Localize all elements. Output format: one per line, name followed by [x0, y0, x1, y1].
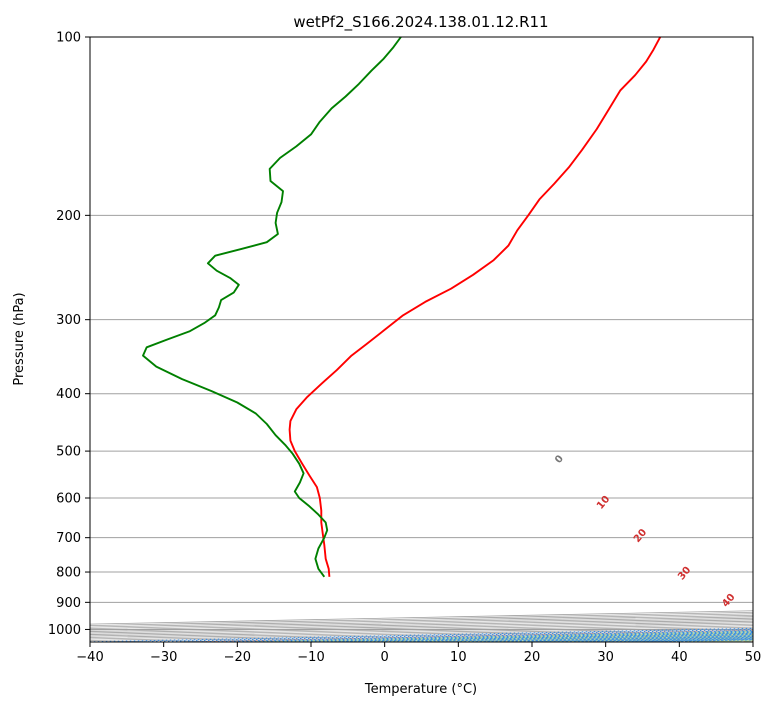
y-tick-label: 300 [56, 313, 81, 328]
y-tick-label: 700 [56, 531, 81, 546]
x-axis-ticks: −40 −30 −20 −10 0 10 20 30 40 50 [76, 642, 761, 665]
moist-adiabat-line [325, 632, 753, 642]
plot-area: 0.10.20.40.611.52346810131620253036−100−… [90, 37, 753, 642]
isotherm-line [90, 613, 753, 628]
y-tick-label: 200 [56, 209, 81, 224]
dry-adiabat-line [338, 632, 753, 642]
isotherm-line [90, 620, 753, 635]
y-tick-label: 900 [56, 596, 81, 611]
y-tick-label: 600 [56, 492, 81, 507]
x-tick-label: −30 [150, 650, 177, 665]
isotherm-line [90, 616, 753, 631]
dry-adiabat-line [562, 637, 753, 642]
isotherm-line [752, 641, 753, 642]
mixing-ratio-line [262, 631, 753, 642]
mixing-ratio-line [365, 633, 753, 642]
isotherm-line [531, 637, 753, 642]
pressure-gridlines [90, 37, 753, 630]
dry-adiabat-line [487, 635, 753, 642]
moist-adiabat-line [414, 634, 753, 642]
moist-adiabat-line [590, 638, 753, 642]
isotherm-line [90, 610, 753, 625]
moist-adiabat-line [531, 636, 753, 642]
isotherm-line [90, 628, 753, 642]
isotherm-line [679, 640, 753, 642]
isotherm-line [90, 623, 753, 638]
mixing-ratio-line [326, 632, 753, 642]
moist-adiabat-line [384, 633, 753, 642]
moist-adiabat-line [473, 635, 753, 642]
isotherm-line [90, 625, 753, 640]
y-tick-label: 1000 [48, 623, 81, 638]
y-axis-ticks: 100 200 300 400 500 600 700 800 900 1000 [48, 31, 90, 638]
isotherm-line [90, 611, 753, 627]
mixing-ratio-line [218, 630, 753, 642]
isotherm-line [90, 626, 753, 641]
x-tick-label: 10 [450, 650, 467, 665]
x-tick-label: 30 [597, 650, 614, 665]
x-axis-label: Temperature (°C) [364, 682, 477, 697]
moist-adiabat-line [443, 635, 753, 642]
isotherm-line [90, 619, 753, 634]
dry-adiabat-line [188, 629, 753, 642]
data-series [142, 37, 662, 578]
isotherm-line [90, 622, 753, 637]
y-tick-label: 100 [56, 31, 81, 46]
moist-adiabat-line [502, 636, 753, 642]
moist-adiabat-label: 0 [553, 453, 566, 465]
moist-adiabat-line [296, 631, 753, 642]
moist-adiabat-line [679, 639, 753, 642]
plot-frame [89, 36, 754, 643]
isotherm-line [310, 632, 753, 642]
moist-adiabat-line [620, 638, 753, 642]
x-tick-label: −40 [76, 650, 103, 665]
moist-adiabat-label: 10 [595, 494, 612, 512]
moist-adiabat-line [708, 640, 753, 642]
y-tick-label: 800 [56, 566, 81, 581]
y-axis-label: Pressure (hPa) [12, 292, 27, 385]
dry-adiabat-line [263, 631, 753, 642]
dry-adiabat-line [412, 634, 753, 642]
mixing-ratio-line [299, 632, 753, 642]
dry-adiabat-line [711, 640, 753, 642]
background-line-labels: 0.10.20.40.611.52346810131620253036−100−… [553, 453, 738, 610]
moist-adiabat-label: 30 [676, 565, 693, 583]
temperature-profile-line [288, 37, 662, 577]
moist-adiabat-line [561, 637, 753, 642]
chart-title: wetPf2_S166.2024.138.01.12.R11 [293, 13, 548, 32]
x-tick-label: −10 [297, 650, 324, 665]
x-tick-label: 0 [381, 650, 389, 665]
isotherm-line [90, 614, 753, 630]
moist-adiabat-label: 40 [720, 592, 737, 610]
isotherm-line [384, 634, 753, 642]
x-tick-label: 40 [671, 650, 688, 665]
dry-adiabat-line [636, 639, 753, 642]
moist-adiabat-line [649, 639, 753, 642]
dry-adiabat-lines [188, 629, 753, 642]
x-tick-label: 50 [745, 650, 762, 665]
isotherm-lines [90, 610, 753, 642]
moist-adiabat-line [355, 633, 753, 642]
moist-adiabat-line [266, 631, 753, 642]
dewpoint-profile-line [142, 37, 402, 578]
isotherm-line [163, 629, 753, 642]
moist-adiabat-label: 20 [632, 527, 649, 545]
y-tick-label: 400 [56, 387, 81, 402]
x-tick-label: −20 [224, 650, 251, 665]
x-tick-label: 20 [524, 650, 541, 665]
isotherm-line [605, 638, 753, 642]
isotherm-line [458, 635, 753, 642]
y-tick-label: 500 [56, 445, 81, 460]
isotherm-line [90, 617, 753, 632]
